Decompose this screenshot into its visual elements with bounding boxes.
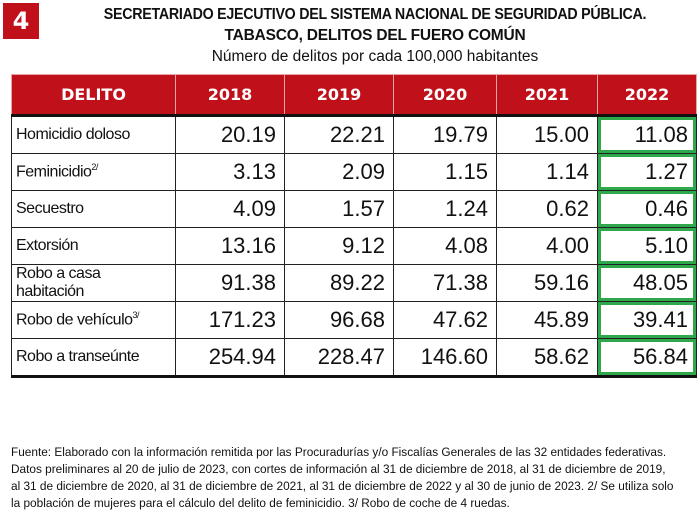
crime-label: Robo a transeúnte [11, 338, 176, 378]
value-cell-2020: 4.08 [393, 227, 497, 265]
value-cell-2020: 19.79 [393, 115, 497, 154]
value-cell-2021: 45.89 [496, 301, 598, 339]
value-cell-2022: 5.10 [597, 227, 697, 265]
value-cell-2020: 146.60 [393, 338, 497, 378]
source-footnote: Fuente: Elaborado con la información rem… [11, 445, 674, 510]
table-header-row: DELITO 2018 2019 2020 2021 2022 [11, 74, 697, 117]
crime-label-text: Robo a casa habitación [16, 265, 101, 300]
value-cell-2020: 1.24 [393, 190, 497, 228]
crime-label: Extorsión [11, 227, 176, 265]
subtitle: Número de delitos por cada 100,000 habit… [211, 48, 539, 65]
table-row: Extorsión 13.16 9.12 4.08 4.00 5.10 [11, 227, 697, 265]
title-line-1: SECRETARIADO EJECUTIVO DEL SISTEMA NACIO… [103, 6, 647, 23]
value-cell-2019: 9.12 [284, 227, 394, 265]
value-cell-2020: 1.15 [393, 153, 497, 191]
column-header-2020: 2020 [393, 74, 497, 117]
value-cell-2020: 47.62 [393, 301, 497, 339]
column-header-2019: 2019 [284, 74, 394, 117]
crime-label: Secuestro [11, 190, 176, 228]
footnote-marker: 3/ [132, 310, 140, 321]
value-cell-2019: 2.09 [284, 153, 394, 191]
value-cell-2019: 96.68 [284, 301, 394, 339]
table-row: Robo a transeúnte 254.94 228.47 146.60 58.62… [11, 338, 697, 378]
value-cell-2022: 1.27 [597, 153, 697, 191]
crime-label-text: Secuestro [16, 200, 84, 217]
crime-label: Robo de vehículo3/ [11, 301, 176, 339]
value-cell-2021: 4.00 [496, 227, 598, 265]
crime-label: Homicidio doloso [11, 115, 176, 154]
column-header-2022: 2022 [597, 74, 697, 117]
crime-label-text: Robo de vehículo [16, 311, 133, 329]
column-header-2018: 2018 [175, 74, 285, 117]
crime-rate-table: DELITO 2018 2019 2020 2021 2022 Homicidi… [11, 74, 697, 378]
value-cell-2019: 89.22 [284, 264, 394, 302]
footnote-marker: 2/ [91, 162, 98, 173]
crime-label-text: Feminicidio [16, 163, 92, 181]
table-row: Homicidio doloso 20.19 22.21 19.79 15.00 11.0… [11, 115, 697, 154]
value-cell-2019: 22.21 [284, 115, 394, 154]
crime-label-text: Extorsión [16, 237, 79, 254]
value-cell-2021: 0.62 [496, 190, 598, 228]
value-cell-2022: 11.08 [597, 115, 697, 154]
value-cell-2021: 1.14 [496, 153, 598, 191]
table-row: Robo a casa habitación 91.38 89.22 71.38 59.… [11, 264, 697, 302]
value-cell-2018: 13.16 [175, 227, 285, 265]
value-cell-2021: 15.00 [496, 115, 598, 154]
value-cell-2018: 20.19 [175, 115, 285, 154]
column-header-2021: 2021 [496, 74, 598, 117]
value-cell-2019: 1.57 [284, 190, 394, 228]
value-cell-2022: 48.05 [597, 264, 697, 302]
value-cell-2021: 59.16 [496, 264, 598, 302]
table-row: Robo de vehículo3/171.23 96.68 47.62 45.89 3… [11, 301, 697, 339]
value-cell-2022: 56.84 [597, 338, 697, 378]
value-cell-2018: 4.09 [175, 190, 285, 228]
table-row: Feminicidio2/3.13 2.09 1.15 1.14 1.27 [11, 153, 697, 191]
value-cell-2018: 254.94 [175, 338, 285, 378]
section-number-badge: 4 [3, 3, 39, 39]
title-line-2: TABASCO, DELITOS DEL FUERO COMÚN [224, 27, 526, 44]
crime-label-text: Homicidio doloso [16, 126, 130, 143]
value-cell-2022: 0.46 [597, 190, 697, 228]
table-row: Secuestro 4.09 1.57 1.24 0.62 0.46 [11, 190, 697, 228]
value-cell-2022: 39.41 [597, 301, 697, 339]
value-cell-2018: 91.38 [175, 264, 285, 302]
value-cell-2019: 228.47 [284, 338, 394, 378]
value-cell-2021: 58.62 [496, 338, 598, 378]
value-cell-2020: 71.38 [393, 264, 497, 302]
crime-label: Robo a casa habitación [11, 264, 176, 302]
crime-label-text: Robo a transeúnte [16, 348, 140, 365]
value-cell-2018: 3.13 [175, 153, 285, 191]
column-header-delito: DELITO [11, 74, 176, 117]
crime-label: Feminicidio2/ [11, 153, 176, 191]
value-cell-2018: 171.23 [175, 301, 285, 339]
